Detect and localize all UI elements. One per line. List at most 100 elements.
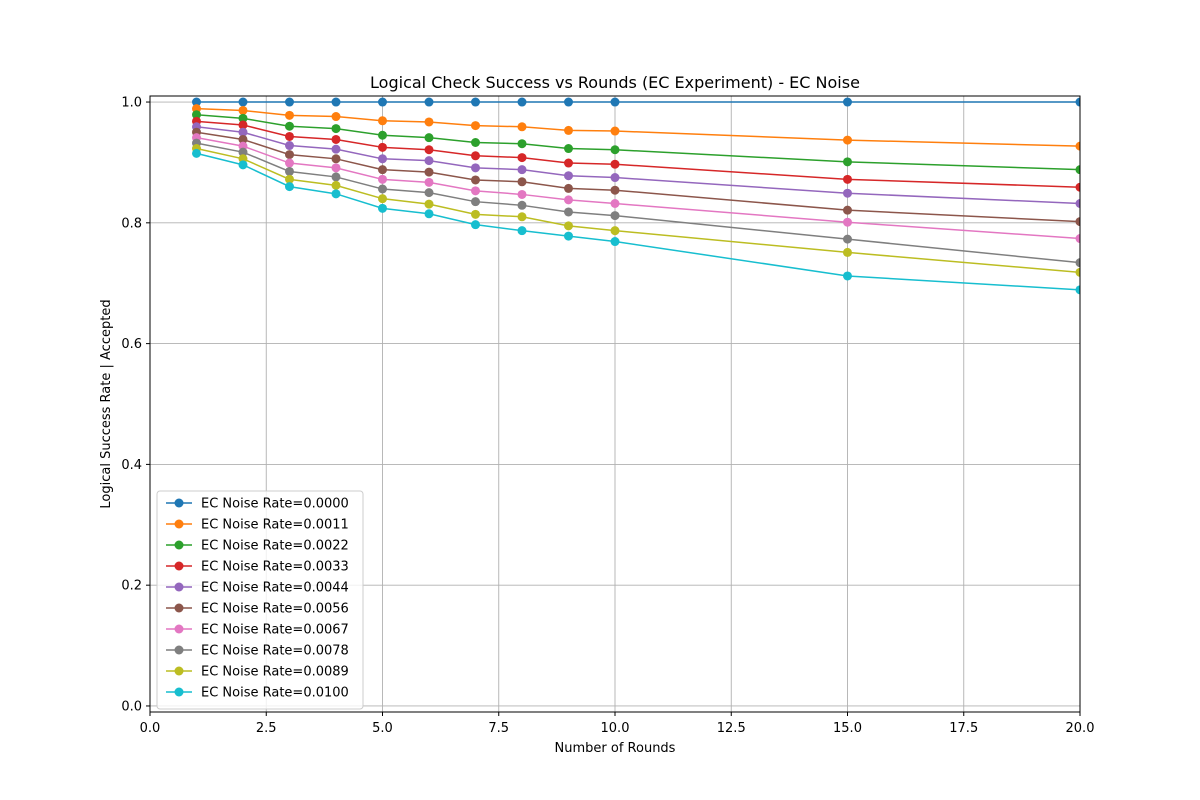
data-point	[424, 177, 434, 187]
data-point	[1075, 198, 1080, 208]
data-point	[517, 139, 527, 149]
legend-item: EC Noise Rate=0.0078	[166, 644, 349, 659]
legend-marker	[174, 540, 184, 550]
data-point	[564, 207, 573, 217]
data-point	[517, 212, 527, 222]
data-point	[378, 97, 387, 107]
y-tick-label: 0.8	[121, 216, 142, 231]
data-point	[564, 158, 573, 168]
data-point	[471, 186, 480, 196]
data-point	[1075, 267, 1080, 277]
data-point	[843, 247, 852, 257]
legend-item: EC Noise Rate=0.0100	[166, 686, 349, 701]
data-point	[1075, 141, 1080, 151]
data-point	[610, 173, 620, 183]
data-point	[517, 153, 527, 163]
chart-title: Logical Check Success vs Rounds (EC Expe…	[370, 73, 860, 92]
data-point	[378, 154, 387, 164]
data-point	[285, 121, 294, 131]
x-tick-label: 2.5	[256, 721, 277, 736]
x-tick-label: 0.0	[140, 721, 161, 736]
data-point	[192, 97, 201, 107]
data-point	[517, 122, 527, 132]
data-point	[424, 145, 434, 155]
data-point	[378, 165, 387, 175]
legend-label: EC Noise Rate=0.0022	[201, 539, 349, 554]
data-point	[1075, 234, 1080, 244]
legend-marker	[174, 498, 184, 508]
legend-item: EC Noise Rate=0.0011	[166, 518, 349, 533]
y-tick-label: 0.6	[121, 337, 142, 352]
data-point	[192, 110, 201, 120]
series-7	[192, 138, 1080, 268]
series-line	[196, 113, 1080, 171]
data-point	[424, 117, 434, 127]
legend-item: EC Noise Rate=0.0000	[166, 497, 349, 512]
data-point	[610, 145, 620, 155]
data-point	[564, 97, 573, 107]
series-1	[192, 104, 1080, 151]
series-line	[196, 147, 1080, 274]
data-point	[610, 237, 620, 247]
data-point	[564, 144, 573, 154]
data-point	[331, 124, 341, 134]
data-point	[331, 189, 341, 199]
data-point	[1075, 217, 1080, 227]
data-point	[843, 271, 852, 281]
data-point	[424, 167, 434, 177]
series-layer	[192, 97, 1080, 295]
legend-label: EC Noise Rate=0.0089	[201, 665, 349, 680]
data-point	[517, 200, 527, 210]
data-point	[285, 110, 294, 120]
data-point	[517, 189, 527, 199]
data-point	[424, 156, 434, 166]
series-9	[192, 148, 1080, 295]
data-point	[331, 112, 341, 122]
y-tick-label: 0.2	[121, 579, 142, 594]
data-point	[331, 172, 341, 182]
data-point	[610, 226, 620, 236]
x-axis-label: Number of Rounds	[555, 741, 676, 756]
data-point	[843, 157, 852, 167]
data-point	[424, 188, 434, 198]
data-point	[843, 217, 852, 227]
data-point	[517, 177, 527, 187]
data-point	[471, 138, 480, 148]
data-point	[192, 148, 201, 158]
data-point	[378, 184, 387, 194]
data-point	[424, 209, 434, 219]
x-tick-label: 20.0	[1066, 721, 1095, 736]
data-point	[424, 199, 434, 209]
data-point	[471, 163, 480, 173]
data-point	[471, 97, 480, 107]
series-line	[196, 136, 1080, 240]
series-line	[196, 107, 1080, 147]
data-point	[238, 120, 248, 130]
data-point	[843, 234, 852, 244]
data-point	[238, 147, 248, 157]
data-point	[843, 188, 852, 198]
data-point	[331, 154, 341, 164]
legend-label: EC Noise Rate=0.0033	[201, 560, 349, 575]
x-tick-label: 12.5	[717, 721, 746, 736]
legend-item: EC Noise Rate=0.0089	[166, 665, 349, 680]
data-point	[378, 174, 387, 184]
data-point	[471, 151, 480, 161]
legend-marker	[174, 666, 184, 676]
data-point	[378, 203, 387, 213]
data-point	[285, 97, 294, 107]
data-point	[378, 130, 387, 140]
y-tick-label: 1.0	[121, 96, 142, 111]
legend-label: EC Noise Rate=0.0011	[201, 518, 349, 533]
data-point	[1075, 165, 1080, 175]
series-line	[196, 126, 1080, 205]
data-point	[378, 194, 387, 204]
data-point	[1075, 182, 1080, 192]
x-tick-label: 7.5	[488, 721, 509, 736]
y-tick-label: 0.0	[121, 699, 142, 714]
legend-marker	[174, 624, 184, 634]
legend-marker	[174, 603, 184, 613]
data-point	[610, 97, 620, 107]
data-point	[471, 197, 480, 207]
legend-label: EC Noise Rate=0.0056	[201, 602, 349, 617]
